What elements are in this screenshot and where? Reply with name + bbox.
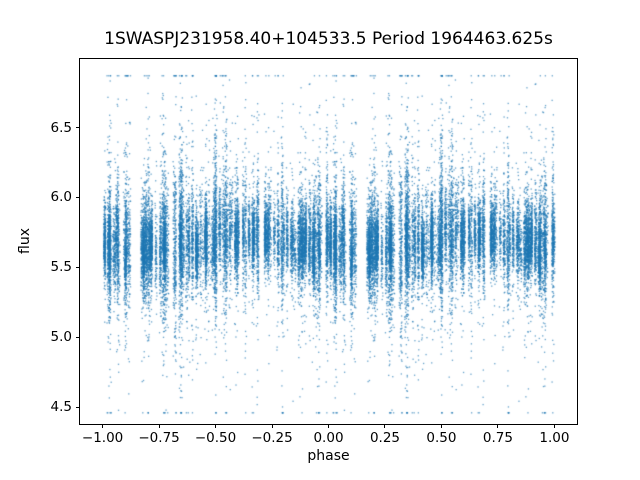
x-tick-label: 0.75 — [482, 430, 513, 446]
y-axis-label: flux — [17, 228, 33, 254]
y-tick-label: 6.0 — [50, 189, 72, 206]
x-tick-label: −0.75 — [138, 430, 180, 446]
plot-area — [79, 58, 578, 425]
x-tick-label: −0.25 — [251, 430, 293, 446]
x-tick-mark — [384, 424, 386, 428]
x-tick-label: 0.50 — [426, 430, 457, 446]
scatter-points-canvas — [80, 59, 577, 424]
y-tick-mark — [76, 196, 80, 198]
x-tick-label: 0.00 — [313, 430, 344, 446]
x-axis-label: phase — [307, 448, 350, 464]
x-tick-mark — [271, 424, 273, 428]
y-tick-label: 5.0 — [50, 329, 72, 346]
y-tick-mark — [76, 336, 80, 338]
y-tick-mark — [76, 266, 80, 268]
y-tick-label: 6.5 — [50, 119, 72, 136]
y-tick-label: 5.5 — [50, 259, 72, 276]
x-tick-mark — [102, 424, 104, 428]
x-tick-mark — [440, 424, 442, 428]
x-tick-label: 0.25 — [369, 430, 400, 446]
x-tick-mark — [158, 424, 160, 428]
x-tick-mark — [497, 424, 499, 428]
y-tick-mark — [76, 406, 80, 408]
y-tick-mark — [76, 127, 80, 129]
y-tick-label: 4.5 — [50, 399, 72, 416]
chart-title: 1SWASPJ231958.40+104533.5 Period 1964463… — [104, 29, 553, 49]
x-tick-label: 1.00 — [539, 430, 570, 446]
x-tick-mark — [553, 424, 555, 428]
x-tick-label: −1.00 — [81, 430, 124, 446]
x-tick-label: −0.50 — [194, 430, 237, 446]
x-tick-mark — [328, 424, 329, 428]
x-tick-mark — [215, 424, 217, 428]
